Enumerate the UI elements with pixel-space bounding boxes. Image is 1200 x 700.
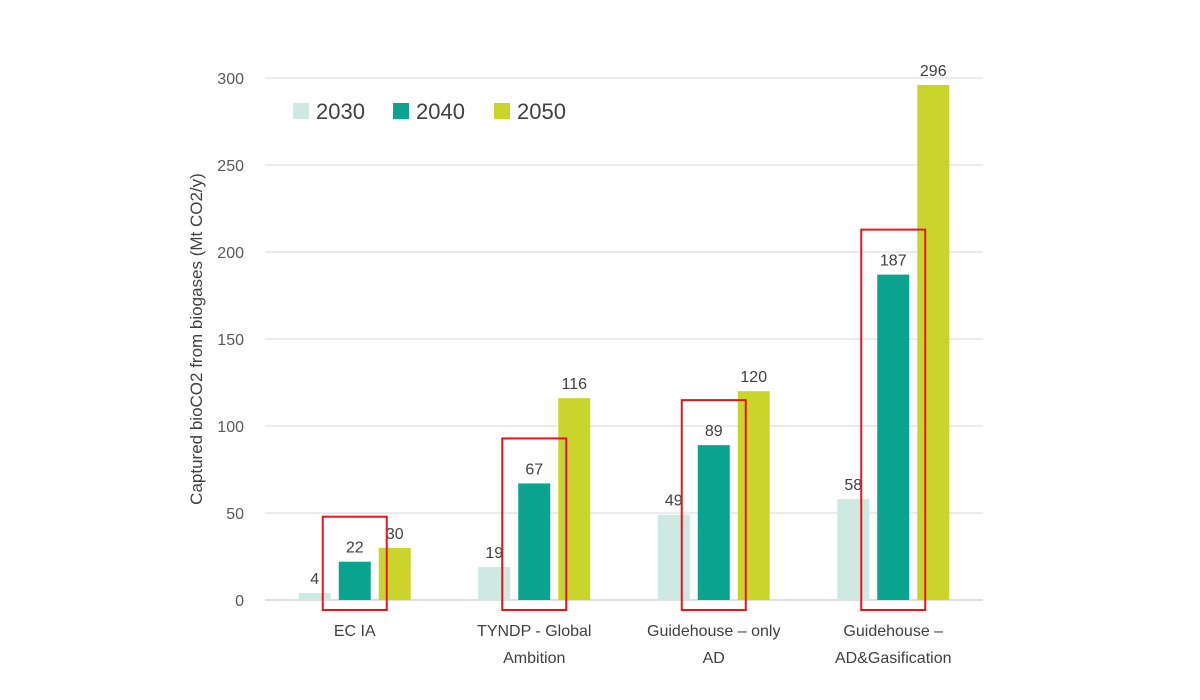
data-label-2030: 49 [665, 493, 683, 510]
bar-2050 [558, 398, 591, 600]
x-tick-label: EC IA [334, 623, 376, 640]
bar-2040 [877, 274, 910, 600]
x-axis-ticks: EC IA TYNDP - Global Ambition Guidehouse – … [334, 623, 952, 667]
gridlines [265, 77, 983, 601]
y-axis-label: Captured bioCO2 from biogases (Mt CO2/y) [187, 173, 206, 505]
bar-2030 [837, 499, 870, 600]
data-label-2050: 30 [386, 526, 404, 543]
legend-swatch-2050 [494, 103, 510, 119]
bar-2040 [697, 445, 730, 600]
data-label-2040: 187 [880, 253, 907, 270]
data-label-2040: 22 [346, 540, 364, 557]
data-label-2050: 116 [561, 376, 587, 393]
y-tick-label: 250 [217, 158, 244, 175]
y-tick-label: 200 [217, 245, 244, 262]
x-tick-label: Guidehouse – [843, 623, 943, 640]
data-label-2050: 120 [740, 369, 767, 386]
x-tick-label: TYNDP - Global [477, 623, 591, 640]
y-tick-label: 50 [226, 506, 244, 523]
y-tick-label: 300 [217, 71, 244, 88]
data-label-2050: 296 [920, 63, 947, 80]
x-tick-label: Ambition [503, 650, 565, 667]
bar-2050 [737, 391, 770, 600]
data-label-2040: 67 [525, 461, 543, 478]
x-tick-label: AD [703, 650, 725, 667]
data-label-2030: 19 [485, 545, 503, 562]
data-labels: 4 22 30 19 67 116 49 89 120 58 187 296 [310, 63, 946, 588]
legend-label-2050: 2050 [517, 99, 566, 124]
legend-swatch-2030 [293, 103, 309, 119]
highlight-box [501, 437, 568, 612]
bar-2050 [378, 547, 411, 600]
bar-2040 [338, 561, 371, 600]
x-tick-label: Guidehouse – only [647, 623, 780, 640]
legend: 2030 2040 2050 [293, 99, 566, 124]
data-label-2030: 58 [844, 477, 862, 494]
data-label-2040: 89 [705, 423, 723, 440]
legend-swatch-2040 [393, 103, 409, 119]
y-axis-ticks: 0 50 100 150 200 250 300 [217, 71, 244, 610]
highlight-box [680, 399, 747, 612]
legend-label-2040: 2040 [416, 99, 465, 124]
highlight-box [321, 515, 388, 611]
bar-2040 [518, 483, 551, 600]
bars [298, 84, 950, 600]
bar-2030 [298, 593, 331, 600]
legend-label-2030: 2030 [316, 99, 365, 124]
data-label-2030: 4 [310, 571, 319, 588]
bar-2030 [478, 566, 511, 600]
x-tick-label: AD&Gasification [835, 650, 952, 667]
bar-2050 [917, 84, 950, 600]
y-tick-label: 0 [235, 593, 244, 610]
y-tick-label: 150 [217, 332, 244, 349]
highlight-boxes [321, 228, 927, 612]
y-tick-label: 100 [217, 419, 244, 436]
bar-2030 [657, 514, 690, 600]
highlight-box [860, 228, 927, 611]
